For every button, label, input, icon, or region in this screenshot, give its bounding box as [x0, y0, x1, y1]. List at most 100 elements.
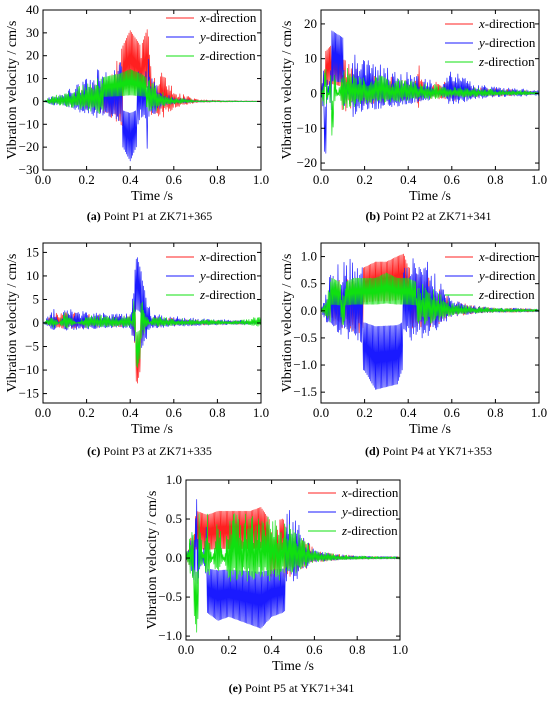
y-tick-label: 0.0 — [166, 550, 182, 565]
legend-label-var: z — [199, 287, 205, 302]
legend-label-suffix: -direction — [205, 287, 256, 302]
y-tick-label: 5 — [33, 291, 40, 306]
legend-label-var: y — [477, 268, 485, 283]
x-tick-label: 0.0 — [35, 172, 51, 187]
legend-label-suffix: -direction — [484, 54, 535, 69]
x-tick-label: 0.8 — [487, 172, 503, 187]
legend-label-suffix: -direction — [348, 504, 399, 519]
legend-label-var: x — [478, 249, 485, 264]
y-tick-label: 0 — [311, 85, 318, 100]
x-tick-label: 1.0 — [253, 172, 269, 187]
y-tick-label: 0.5 — [166, 511, 182, 526]
legend-label-suffix: -direction — [484, 287, 535, 302]
chart-caption: (e) Point P5 at YK71+341 — [229, 681, 355, 695]
x-tick-label: 0.4 — [263, 642, 280, 657]
y-axis-label: Vibration velocity / cm/s — [145, 491, 160, 630]
x-tick-label: 1.0 — [392, 642, 408, 657]
y-tick-label: −1.5 — [293, 384, 317, 399]
y-tick-label: 40 — [26, 2, 39, 17]
legend-label-suffix: -direction — [485, 268, 536, 283]
y-tick-label: 0 — [33, 315, 40, 330]
x-tick-label: 0.8 — [487, 405, 503, 420]
y-tick-label: 1.0 — [166, 472, 182, 487]
caption-letter: (c) — [87, 444, 100, 458]
x-axis-label: Time /s — [131, 189, 173, 204]
legend-label-x: x-direction — [341, 485, 399, 500]
y-tick-label: −5 — [25, 339, 39, 354]
legend-label-var: y — [340, 504, 348, 519]
x-tick-label: 1.0 — [531, 172, 547, 187]
y-tick-label: 30 — [26, 25, 39, 40]
chart-caption: (c) Point P3 at ZK71+335 — [87, 444, 212, 458]
x-tick-label: 0.4 — [400, 172, 417, 187]
y-tick-label: −10 — [297, 120, 317, 135]
y-tick-label: 0.5 — [301, 276, 317, 291]
y-tick-label: −0.5 — [293, 330, 317, 345]
x-tick-label: 0.6 — [444, 405, 461, 420]
legend-label-z: z-direction — [341, 523, 398, 538]
x-tick-label: 0.8 — [349, 642, 365, 657]
series-line-y — [43, 58, 261, 162]
legend-label-x: x-direction — [478, 249, 536, 264]
y-tick-label: 10 — [26, 268, 39, 283]
series-line-z — [321, 67, 539, 136]
legend-label-suffix: -direction — [206, 10, 257, 25]
axes-frame — [320, 242, 540, 404]
chart-c: 0.0 0.2 0.4 0.6 0.8 1.0 −15 −10 −5 0 5 10 15 Time /s V… — [5, 242, 269, 458]
legend-label-var: x — [199, 10, 206, 25]
x-tick-label: 0.4 — [400, 405, 417, 420]
x-tick-label: 0.0 — [178, 642, 194, 657]
legend-label-var: x — [199, 249, 206, 264]
series-line-z — [43, 69, 261, 114]
legend-label-z: z-direction — [478, 54, 535, 69]
caption-text: Point P4 at YK71+353 — [380, 444, 492, 458]
series-line-z — [43, 300, 261, 368]
series-line-x — [43, 298, 261, 384]
chart-caption: (d) Point P4 at YK71+353 — [365, 444, 492, 458]
series-line-y — [321, 258, 539, 390]
y-axis-label: Vibration velocity / cm/s — [280, 21, 295, 160]
x-tick-label: 0.8 — [209, 405, 225, 420]
x-tick-label: 0.0 — [313, 172, 329, 187]
legend-label-x: x-direction — [199, 249, 257, 264]
x-tick-label: 0.4 — [122, 405, 139, 420]
plot-area — [186, 499, 400, 633]
y-tick-label: −10 — [19, 116, 39, 131]
legend-label-var: y — [198, 268, 206, 283]
legend-label-var: z — [478, 287, 484, 302]
legend-label-z: z-direction — [199, 287, 256, 302]
y-axis-label: Vibration velocity / cm/s — [5, 254, 20, 393]
chart-d: 0.0 0.2 0.4 0.6 0.8 1.0 −1.5 −1.0 −0.5 0.0 0.5 1.0 T… — [280, 242, 547, 458]
x-tick-label: 1.0 — [253, 405, 269, 420]
chart-e: 0.0 0.2 0.4 0.6 0.8 1.0 −1.0 −0.5 0.0 0.5 1.0 Time … — [145, 472, 408, 695]
series-line-y — [43, 257, 261, 348]
legend-label-y: y-direction — [477, 35, 536, 50]
y-tick-label: −20 — [19, 139, 39, 154]
legend-label-var: z — [341, 523, 347, 538]
y-tick-label: −1.0 — [293, 357, 317, 372]
legend-label-suffix: -direction — [206, 29, 257, 44]
x-tick-label: 0.2 — [356, 172, 372, 187]
y-tick-label: 0 — [33, 93, 40, 108]
legend-label-var: y — [198, 29, 206, 44]
y-tick-label: −1.0 — [158, 628, 182, 643]
y-tick-label: 20 — [304, 16, 317, 31]
y-tick-label: −10 — [19, 362, 39, 377]
x-tick-label: 0.2 — [78, 405, 94, 420]
x-tick-label: 0.0 — [35, 405, 51, 420]
x-axis-label: Time /s — [131, 422, 173, 437]
legend: x-direction y-direction z-direction — [308, 485, 399, 538]
legend-label-var: y — [477, 35, 485, 50]
legend-label-var: x — [341, 485, 348, 500]
x-axis-label: Time /s — [272, 659, 314, 674]
caption-letter: (b) — [365, 209, 380, 223]
legend-label-var: z — [478, 54, 484, 69]
x-tick-label: 0.6 — [166, 172, 183, 187]
legend-label-y: y-direction — [198, 268, 257, 283]
legend-label-x: x-direction — [199, 10, 257, 25]
x-tick-label: 0.6 — [306, 642, 323, 657]
